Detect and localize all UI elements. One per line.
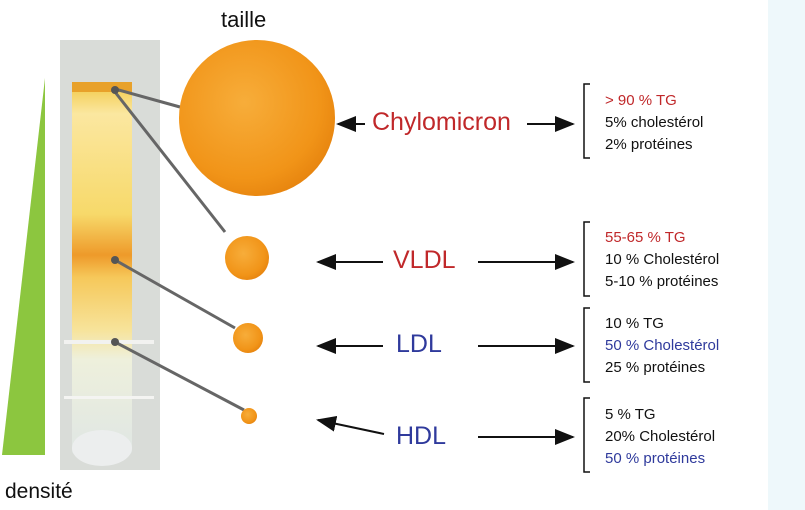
composition-line: 5-10 % protéines (605, 273, 719, 290)
composition-line: 2% protéines (605, 136, 693, 153)
label-chylomicron: Chylomicron (372, 108, 511, 136)
size-axis-label: taille (221, 7, 267, 32)
hdl-particle (241, 408, 257, 424)
bracket-vldl (583, 221, 590, 297)
composition-line: 5% cholestérol (605, 114, 704, 131)
brackets (583, 83, 590, 473)
label-ldl: LDL (396, 330, 442, 358)
chylomicron-particle (179, 40, 335, 196)
composition-line: 20% Cholestérol (605, 428, 716, 445)
composition-vldl: 55-65 % TG 10 % Cholestérol 5-10 % proté… (605, 227, 719, 293)
connector-ldl (114, 258, 236, 330)
ldl-particle (233, 323, 263, 353)
composition-line: 10 % Cholestérol (605, 251, 720, 268)
composition-chylomicron: > 90 % TG 5% cholestérol 2% protéines (605, 90, 703, 156)
connector-lines (113, 87, 245, 412)
composition-line: > 90 % TG (605, 92, 677, 109)
bracket-chylomicron (583, 83, 590, 159)
connector-chylomicron (114, 87, 181, 109)
label-vldl: VLDL (393, 246, 456, 274)
composition-line: 55-65 % TG (605, 229, 686, 246)
density-triangle (2, 78, 45, 455)
test-tube-photo (60, 40, 160, 470)
composition-hdl: 5 % TG 20% Cholestérol 50 % protéines (605, 404, 715, 470)
composition-ldl: 10 % TG 50 % Cholestérol 25 % protéines (605, 313, 719, 379)
density-axis-label: densité (5, 480, 73, 503)
composition-line: 50 % Cholestérol (605, 337, 720, 354)
composition-line: 10 % TG (605, 315, 664, 332)
arrow-hdl-left (316, 415, 385, 435)
connector-vldl (113, 91, 227, 233)
side-strip (768, 0, 805, 510)
connector-hdl (114, 340, 245, 412)
vldl-particle (225, 236, 269, 280)
bracket-ldl (583, 307, 590, 383)
label-hdl: HDL (396, 422, 447, 450)
composition-line: 50 % protéines (605, 450, 706, 467)
composition-line: 25 % protéines (605, 359, 706, 376)
bracket-hdl (583, 397, 590, 473)
composition-line: 5 % TG (605, 406, 656, 423)
